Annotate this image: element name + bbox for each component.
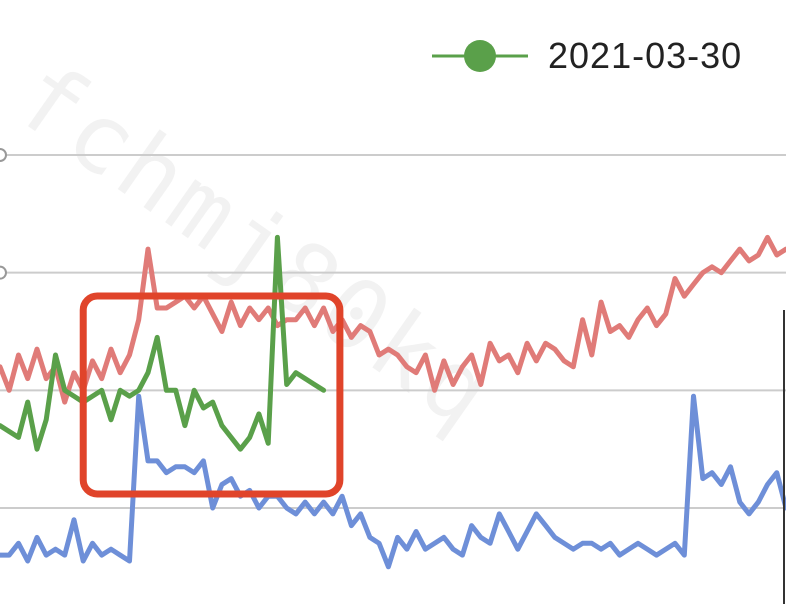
highlight-box (83, 296, 340, 494)
series-line-0 (0, 237, 324, 449)
series-line-1 (0, 237, 786, 402)
y-axis-tick-mark (0, 149, 6, 161)
y-axis-tick-mark (0, 267, 6, 279)
series-layer (0, 237, 786, 566)
highlight-layer (83, 296, 340, 494)
series-line-2 (0, 396, 786, 567)
grid-layer (0, 149, 786, 508)
